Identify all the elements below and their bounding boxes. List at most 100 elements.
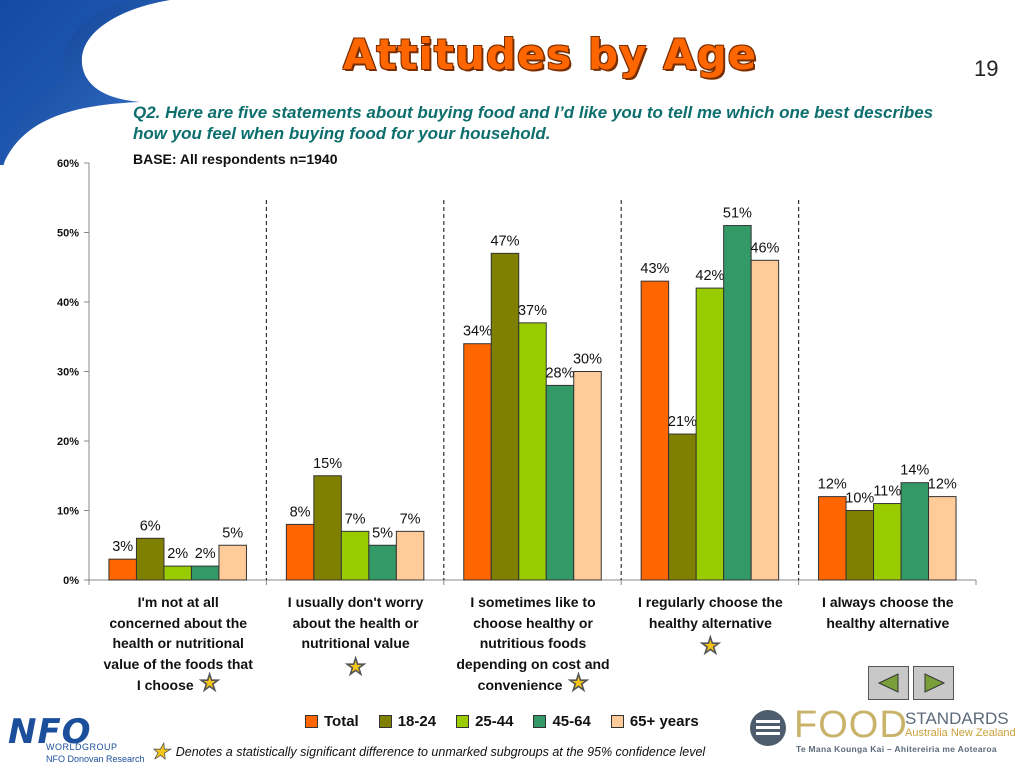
legend-item: 45-64 — [533, 713, 591, 730]
legend-swatch — [456, 715, 470, 728]
star-icon: ★ — [345, 653, 366, 679]
data-label: 12% — [928, 477, 957, 493]
legend-swatch — [610, 715, 624, 728]
data-label: 43% — [640, 261, 669, 277]
category-label-line: healthy alternative — [826, 614, 950, 631]
prev-slide-button[interactable] — [868, 666, 909, 700]
nfo-worldgroup: WORLDGROUP — [46, 742, 118, 752]
slide-title: Attitudes by Age — [342, 30, 758, 79]
bar — [518, 322, 547, 581]
star-icon: ★ — [562, 670, 589, 695]
footnote: ★ Denotes a statistically significant di… — [150, 740, 706, 763]
y-tick-label: 50% — [57, 228, 79, 240]
corner-swoosh — [0, 0, 170, 165]
bar — [900, 482, 930, 581]
footnote-text: Denotes a statistically significant diff… — [175, 745, 706, 759]
category-label-line: convenience ★ — [477, 670, 589, 695]
data-label: 10% — [845, 491, 874, 507]
data-label: 8% — [290, 504, 311, 520]
data-label: 30% — [573, 352, 602, 368]
data-label: 2% — [167, 546, 188, 562]
data-label: 6% — [140, 518, 161, 534]
next-slide-button[interactable] — [913, 666, 954, 700]
y-tick-label: 30% — [57, 367, 79, 379]
bar — [313, 475, 342, 581]
data-label: 51% — [723, 206, 752, 222]
slide-navigation — [868, 666, 954, 700]
y-tick-label: 60% — [57, 158, 79, 170]
bar — [163, 565, 192, 581]
bar — [490, 252, 520, 581]
question-text: Q2. Here are five statements about buyin… — [133, 103, 934, 143]
bar — [190, 565, 220, 581]
legend-label: 18-24 — [397, 713, 437, 730]
data-label: 34% — [463, 324, 492, 340]
data-label: 5% — [222, 525, 243, 541]
legend-item: 65+ years — [610, 713, 699, 730]
bar — [573, 371, 602, 581]
category-label-line: about the health or — [292, 614, 419, 631]
food-standards-mark-icon — [750, 710, 786, 746]
category-label: I always choose the healthy alternative — [800, 592, 975, 633]
bar — [818, 496, 847, 581]
data-label: 3% — [112, 539, 133, 555]
bar — [368, 544, 397, 581]
nfo-donovan: NFO Donovan Research — [46, 754, 145, 764]
bar — [285, 523, 315, 581]
category-label-line: concerned about the — [109, 614, 248, 631]
category-label-line: I sometimes like to — [470, 594, 596, 610]
bar — [395, 530, 425, 581]
category-label-line: I choose ★ — [136, 670, 220, 695]
data-label: 46% — [750, 240, 779, 256]
category-label-line: I'm not at all — [137, 594, 219, 610]
category-label-line: I regularly choose the — [638, 594, 783, 610]
category-label-line: health or nutritional — [112, 635, 244, 651]
bar — [845, 510, 875, 581]
data-label: 2% — [195, 546, 216, 562]
data-label: 7% — [345, 511, 366, 527]
category-label-line: depending on cost and — [456, 655, 610, 672]
bar — [463, 343, 492, 581]
y-tick-label: 0% — [63, 575, 79, 587]
fs-logo-region: Australia New Zealand — [905, 727, 1016, 739]
category-label: I sometimes like to choose healthy or nutr… — [446, 592, 621, 696]
category-label-line: healthy alternative — [648, 614, 772, 631]
data-label: 15% — [313, 456, 342, 472]
y-tick-label: 10% — [57, 506, 79, 518]
data-label: 11% — [873, 484, 901, 500]
legend-item: Total — [305, 713, 359, 730]
legend-label: Total — [324, 713, 359, 730]
data-label: 5% — [372, 525, 393, 541]
legend-swatch — [378, 715, 392, 728]
bar — [135, 537, 165, 581]
prev-slide-icon — [877, 673, 898, 693]
star-icon: ★ — [193, 670, 220, 695]
bar — [545, 384, 575, 581]
fs-logo-food: FOOD — [794, 704, 908, 746]
data-label: 14% — [900, 463, 929, 479]
data-label: 47% — [490, 233, 519, 249]
bar — [340, 530, 370, 581]
legend-swatch — [305, 715, 318, 728]
bar — [108, 558, 137, 581]
category-label: I'm not at all concerned about the health … — [91, 592, 266, 696]
bar — [695, 287, 725, 581]
legend-label: 65+ years — [629, 713, 699, 730]
data-label: 21% — [668, 414, 697, 430]
chart-legend: Total 18-24 25-44 45-64 65+ years — [305, 713, 699, 730]
bar — [873, 503, 902, 581]
category-label-line: choose healthy or — [473, 614, 593, 631]
page-number: 19 — [974, 56, 999, 81]
bar — [640, 280, 670, 581]
bar — [218, 544, 247, 581]
bar — [723, 225, 752, 581]
next-slide-icon — [924, 673, 945, 693]
category-label: I regularly choose the healthy alternativ… — [623, 592, 798, 657]
y-tick-label: 40% — [57, 297, 79, 309]
bar — [668, 433, 697, 581]
legend-label: 25-44 — [475, 713, 514, 730]
category-label-line: value of the foods that — [103, 655, 253, 672]
category-label-line: I always choose the — [822, 594, 954, 610]
y-tick-label: 20% — [57, 436, 79, 448]
